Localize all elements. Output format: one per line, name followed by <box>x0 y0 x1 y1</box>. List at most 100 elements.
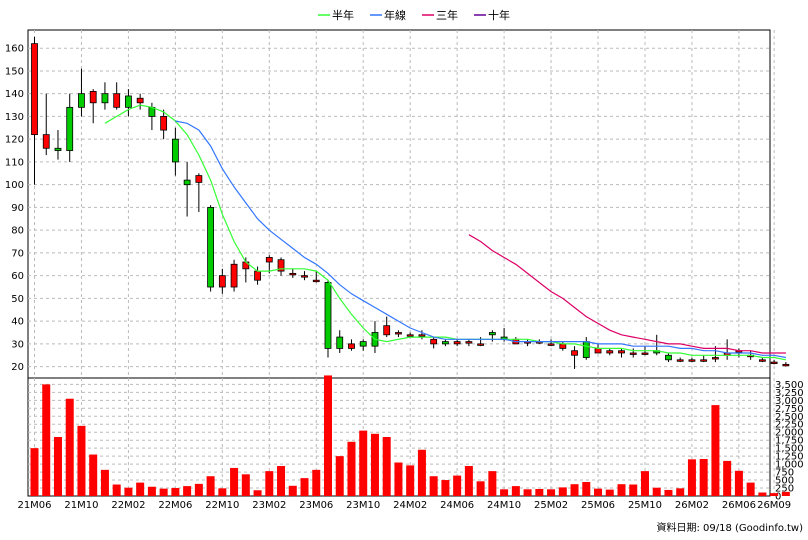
legend: 半年 年線 三年 十年 <box>318 8 510 22</box>
candle-body-up <box>547 343 555 346</box>
candle <box>571 346 578 369</box>
price-plot-area <box>27 29 771 379</box>
volume-bar <box>464 466 473 496</box>
candle-body-up <box>312 279 320 283</box>
volume-bar <box>652 487 661 496</box>
legend-label: 十年 <box>488 8 510 22</box>
candle-body-up <box>770 361 778 364</box>
volume-bar <box>500 489 509 496</box>
volume-bar <box>746 482 755 496</box>
candle-body-down <box>324 282 332 349</box>
x-tick-label: 23M06 <box>299 500 333 511</box>
candle <box>688 357 696 363</box>
price-tick-label: 110 <box>5 157 24 168</box>
volume-bar <box>89 454 98 496</box>
volume-tick-label: 1,500 <box>775 444 804 455</box>
volume-bar <box>770 493 779 496</box>
price-tick-label: 100 <box>5 180 24 191</box>
candle-body-up <box>477 343 485 346</box>
x-tick-label: 23M02 <box>252 500 286 511</box>
price-tick-label: 20 <box>11 362 24 373</box>
candle-body-up <box>676 359 684 362</box>
candle <box>136 93 144 110</box>
candle-body-down <box>665 354 672 361</box>
price-tick-label: 30 <box>11 339 24 350</box>
candle <box>78 68 85 117</box>
candle <box>406 332 414 338</box>
volume-bar <box>664 489 673 496</box>
candle <box>665 352 672 363</box>
candle-body-down <box>101 93 109 104</box>
x-tick-label: 24M06 <box>440 500 474 511</box>
candle <box>383 316 391 338</box>
volume-tick-label: 1,250 <box>775 452 804 463</box>
candle-body-up <box>465 341 473 344</box>
volume-bar <box>241 474 250 496</box>
candle-body-up <box>700 359 708 362</box>
x-tick-label: 21M06 <box>17 500 51 511</box>
volume-bar <box>511 486 520 496</box>
volume-tick-label: 3,500 <box>775 380 804 391</box>
volume-bar <box>723 460 732 496</box>
x-tick-label: 25M10 <box>628 500 662 511</box>
volume-bar <box>277 466 286 496</box>
candle-body-down <box>359 341 367 347</box>
volume-bar <box>547 489 556 496</box>
candle-body-down <box>441 341 449 345</box>
volume-bar <box>147 486 156 496</box>
candle-body-up <box>160 116 168 131</box>
volume-bar <box>781 491 790 496</box>
candle-body-down <box>125 95 132 108</box>
volume-tick-label: 500 <box>775 476 794 487</box>
candle <box>101 82 109 110</box>
candle <box>606 348 614 356</box>
candle-body-down <box>78 93 85 108</box>
candle-body-up <box>89 91 97 104</box>
volume-bar <box>100 469 109 496</box>
price-tick-label: 160 <box>5 44 24 55</box>
candle <box>441 339 449 347</box>
volume-bar <box>582 481 591 496</box>
volume-tick-label: 1,750 <box>775 436 804 447</box>
candle <box>782 362 790 367</box>
candle <box>218 268 226 294</box>
x-tick-label: 25M02 <box>534 500 568 511</box>
candle <box>66 93 74 162</box>
candle <box>700 355 708 363</box>
volume-bar <box>136 482 145 496</box>
ma-half-year-line <box>104 104 787 361</box>
volume-bar <box>359 430 368 496</box>
candle <box>277 257 285 276</box>
volume-bar <box>312 469 321 496</box>
volume-bar <box>112 484 121 496</box>
volume-bar <box>711 405 720 496</box>
candle <box>113 82 121 110</box>
volume-bar <box>758 492 767 496</box>
candle-body-up <box>254 270 261 281</box>
volume-bar <box>394 462 403 496</box>
candle <box>312 271 320 283</box>
volume-bar <box>594 488 603 496</box>
volume-bar <box>441 480 450 496</box>
data-date-credit: 資料日期: 09/18 (Goodinfo.tw) <box>656 521 803 534</box>
price-tick-label: 140 <box>5 89 24 100</box>
price-panel: 20 30 40 50 60 70 80 90 100 110 120 130 140 150 160 <box>5 29 790 379</box>
candle-body-up <box>113 93 121 108</box>
volume-bar <box>324 375 332 496</box>
legend-item: 三年 <box>422 8 458 22</box>
volume-bar <box>206 476 215 496</box>
volume-bar <box>605 489 614 496</box>
candle-body-up <box>641 352 649 355</box>
candle <box>336 330 344 353</box>
legend-label: 半年 <box>332 8 354 22</box>
candle-body-up <box>688 359 696 362</box>
candle-body-up <box>406 334 414 337</box>
candle-body-up <box>782 363 790 367</box>
candle-body-down <box>488 332 496 336</box>
volume-bar <box>699 459 708 496</box>
volume-bar <box>629 484 638 496</box>
volume-bar <box>370 433 379 496</box>
candle-body-up <box>758 359 766 362</box>
legend-item: 年線 <box>370 8 406 22</box>
